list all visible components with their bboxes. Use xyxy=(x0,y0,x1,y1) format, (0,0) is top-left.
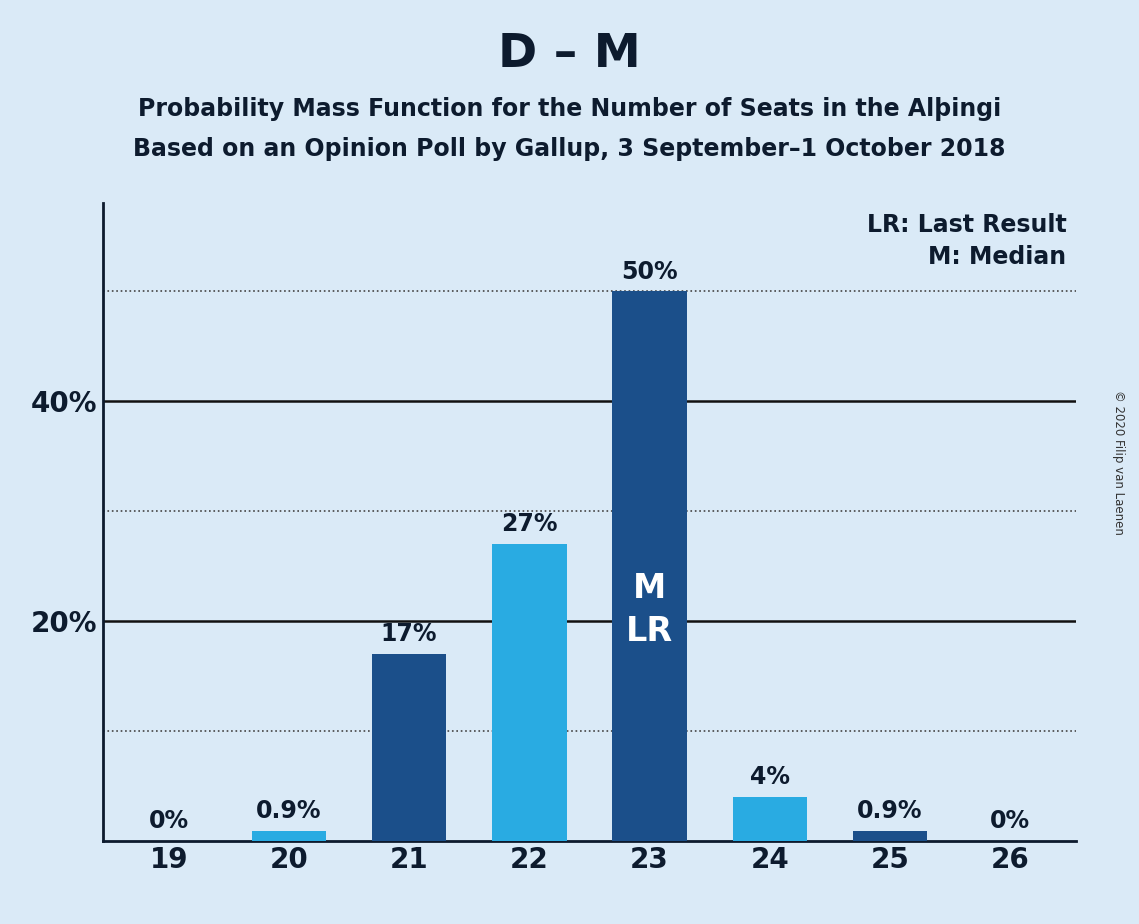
Text: 27%: 27% xyxy=(501,512,558,536)
Text: M: Median: M: Median xyxy=(928,245,1066,269)
Text: Probability Mass Function for the Number of Seats in the Alþingi: Probability Mass Function for the Number… xyxy=(138,97,1001,121)
Text: LR: Last Result: LR: Last Result xyxy=(867,213,1066,237)
Text: D – M: D – M xyxy=(498,32,641,78)
Bar xyxy=(732,796,808,841)
Bar xyxy=(613,291,687,841)
Bar xyxy=(492,544,566,841)
Bar xyxy=(252,831,326,841)
Text: M
LR: M LR xyxy=(626,572,673,649)
Text: 0.9%: 0.9% xyxy=(256,799,321,823)
Bar xyxy=(853,831,927,841)
Text: 4%: 4% xyxy=(749,765,789,789)
Text: 0%: 0% xyxy=(148,809,189,833)
Text: 17%: 17% xyxy=(380,622,437,646)
Text: Based on an Opinion Poll by Gallup, 3 September–1 October 2018: Based on an Opinion Poll by Gallup, 3 Se… xyxy=(133,137,1006,161)
Text: © 2020 Filip van Laenen: © 2020 Filip van Laenen xyxy=(1112,390,1125,534)
Text: 50%: 50% xyxy=(621,260,678,284)
Bar xyxy=(371,654,446,841)
Text: 0.9%: 0.9% xyxy=(858,799,923,823)
Text: 0%: 0% xyxy=(990,809,1031,833)
